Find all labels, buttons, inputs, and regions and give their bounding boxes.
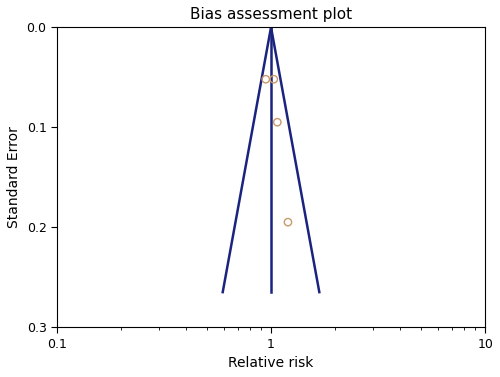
Point	[274, 119, 281, 125]
Point	[284, 219, 292, 225]
Y-axis label: Standard Error: Standard Error	[7, 126, 21, 228]
Point	[262, 76, 270, 82]
X-axis label: Relative risk: Relative risk	[228, 356, 314, 370]
Title: Bias assessment plot: Bias assessment plot	[190, 7, 352, 22]
Point	[270, 76, 278, 82]
